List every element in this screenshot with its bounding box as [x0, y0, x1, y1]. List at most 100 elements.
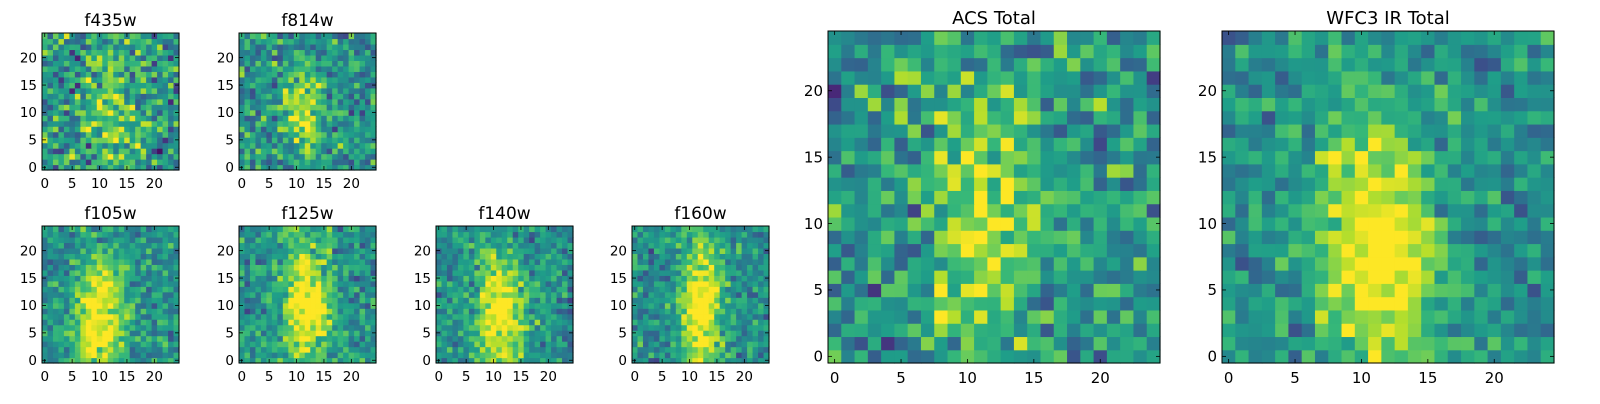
heatmap-cell	[458, 336, 464, 342]
heatmap-cell	[485, 347, 491, 353]
heatmap-cell	[1262, 243, 1276, 257]
heatmap-cell	[908, 151, 922, 165]
heatmap-cell	[255, 88, 261, 94]
heatmap-cell	[113, 281, 119, 287]
x-tick-label: 5	[265, 176, 274, 192]
heatmap-cell	[349, 264, 355, 270]
heatmap-cell	[327, 237, 333, 243]
heatmap-cell	[305, 330, 311, 336]
heatmap-cell	[1080, 84, 1094, 98]
heatmap-cell	[665, 336, 671, 342]
heatmap-cell	[266, 110, 272, 116]
heatmap-cell	[310, 159, 316, 165]
heatmap-cell	[1461, 336, 1475, 350]
heatmap-cell	[681, 347, 687, 353]
heatmap-cell	[80, 60, 86, 66]
heatmap-cell	[277, 143, 283, 149]
heatmap-cell	[250, 341, 256, 347]
heatmap-cell	[360, 143, 366, 149]
heatmap-cell	[42, 297, 48, 303]
heatmap-cell	[1133, 151, 1147, 165]
heatmap-cell	[321, 303, 327, 309]
heatmap-cell	[731, 270, 737, 276]
heatmap-cell	[513, 319, 519, 325]
heatmap-cell	[310, 44, 316, 50]
heatmap-cell	[261, 352, 267, 358]
heatmap-cell	[349, 336, 355, 342]
heatmap-cell	[452, 347, 458, 353]
heatmap-cell	[535, 226, 541, 232]
heatmap-cell	[64, 330, 70, 336]
heatmap-cell	[643, 319, 649, 325]
heatmap-cell	[841, 164, 855, 178]
heatmap-cell	[1120, 111, 1134, 125]
heatmap-cell	[948, 217, 962, 231]
heatmap-cell	[1514, 164, 1528, 178]
heatmap-cell	[1262, 297, 1276, 311]
heatmap-cell	[305, 121, 311, 127]
heatmap-cell	[961, 164, 975, 178]
heatmap-cell	[266, 253, 272, 259]
heatmap-cell	[1120, 323, 1134, 337]
heatmap-cell	[1027, 71, 1041, 85]
heatmap-cell	[518, 303, 524, 309]
heatmap-cell	[1054, 257, 1068, 271]
heatmap-cell	[108, 66, 114, 72]
heatmap-cell	[1527, 257, 1541, 271]
heatmap-cell	[753, 264, 759, 270]
heatmap-cell	[753, 336, 759, 342]
heatmap-cell	[551, 259, 557, 265]
heatmap-cell	[648, 286, 654, 292]
heatmap-cell	[75, 286, 81, 292]
heatmap-cell	[974, 230, 988, 244]
heatmap-cell	[288, 93, 294, 99]
heatmap-cell	[338, 154, 344, 160]
heatmap-cell	[692, 231, 698, 237]
heatmap-cell	[108, 121, 114, 127]
heatmap-cell	[463, 253, 469, 259]
heatmap-cell	[1080, 111, 1094, 125]
heatmap-cell	[1094, 137, 1108, 151]
heatmap-cell	[1461, 243, 1475, 257]
heatmap-cell	[1001, 58, 1015, 72]
heatmap-cell	[163, 143, 169, 149]
heatmap-cell	[266, 308, 272, 314]
heatmap-cell	[277, 99, 283, 105]
y-tick-label: 10	[20, 105, 37, 121]
heatmap-cell	[354, 330, 360, 336]
heatmap-cell	[124, 99, 130, 105]
heatmap-cell	[665, 270, 671, 276]
heatmap-cell	[277, 253, 283, 259]
heatmap-cell	[266, 159, 272, 165]
heatmap-cell	[698, 275, 704, 281]
heatmap-cell	[1501, 350, 1515, 364]
heatmap-cell	[855, 270, 869, 284]
heatmap-cell	[69, 60, 75, 66]
heatmap-cell	[1027, 217, 1041, 231]
heatmap-cell	[261, 231, 267, 237]
heatmap-cell	[987, 323, 1001, 337]
heatmap-cell	[244, 66, 250, 72]
heatmap-cell	[1275, 297, 1289, 311]
heatmap-cell	[305, 275, 311, 281]
heatmap-cell	[491, 314, 497, 320]
heatmap-cell	[277, 341, 283, 347]
heatmap-cell	[130, 319, 136, 325]
heatmap-cell	[119, 33, 125, 39]
heatmap-cell	[157, 159, 163, 165]
heatmap-cell	[360, 154, 366, 160]
heatmap-cell	[524, 314, 530, 320]
heatmap-cell	[1027, 164, 1041, 178]
heatmap-cell	[255, 33, 261, 39]
heatmap-cell	[244, 275, 250, 281]
heatmap-cell	[277, 66, 283, 72]
heatmap-cell	[91, 77, 97, 83]
heatmap-cell	[294, 154, 300, 160]
heatmap-cell	[725, 352, 731, 358]
heatmap-cell	[272, 314, 278, 320]
heatmap-cell	[354, 99, 360, 105]
heatmap-cell	[250, 132, 256, 138]
heatmap-cell	[447, 352, 453, 358]
heatmap-cell	[546, 231, 552, 237]
